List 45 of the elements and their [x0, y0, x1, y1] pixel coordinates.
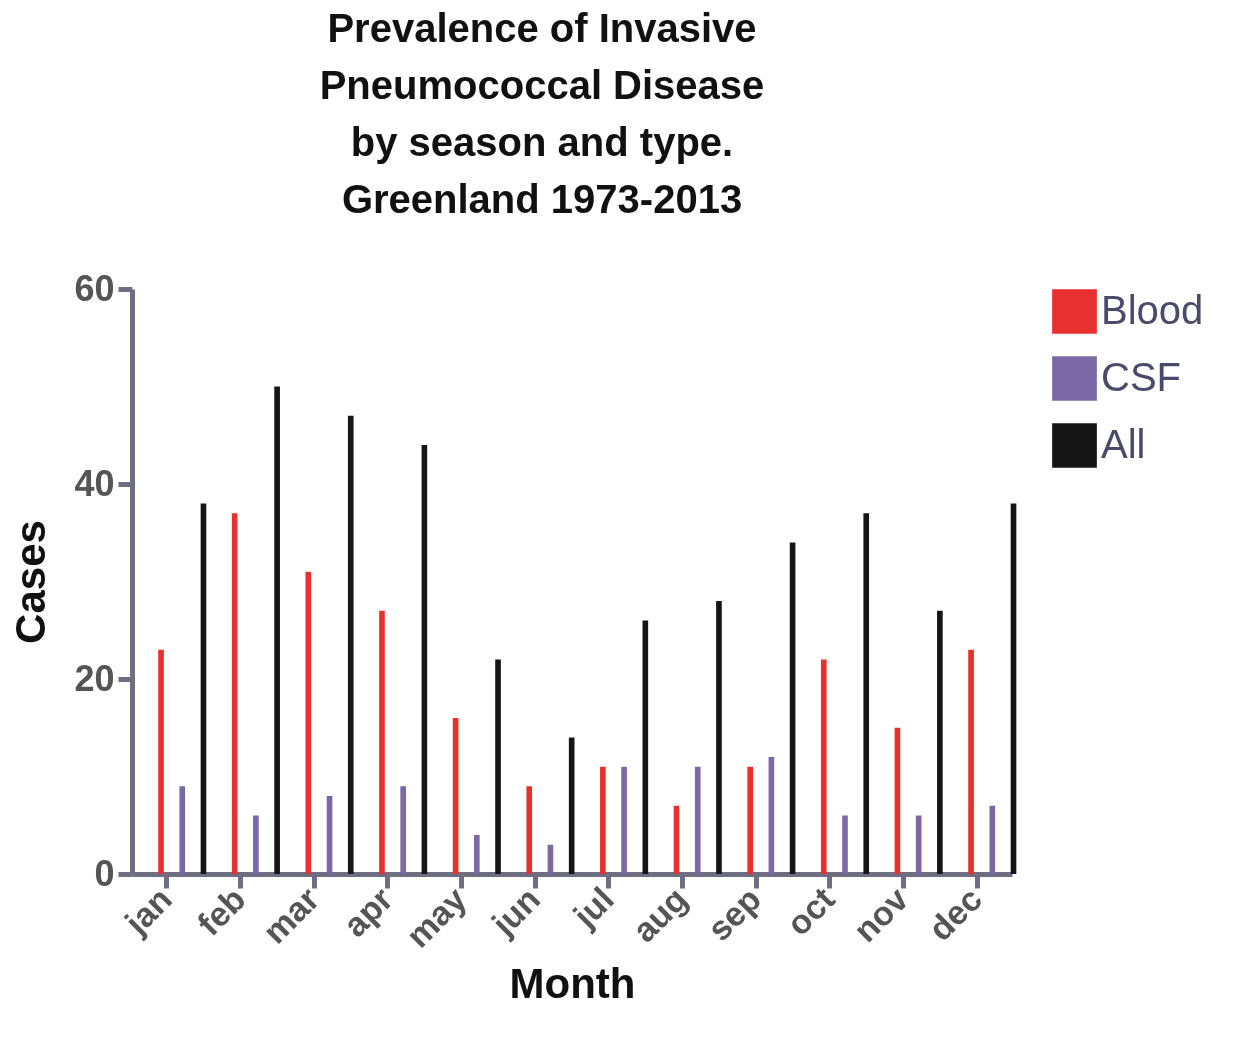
bar — [863, 513, 870, 874]
bar — [253, 815, 259, 874]
bar — [968, 649, 974, 874]
x-tick-label: mar — [255, 879, 327, 951]
y-axis-title: Cases — [7, 520, 55, 644]
bar — [600, 766, 606, 874]
bar — [473, 835, 480, 874]
x-tick-label: nov — [845, 879, 916, 950]
bar — [937, 610, 943, 874]
y-tick-label: 20 — [74, 657, 115, 699]
bar — [158, 649, 164, 874]
bar — [347, 415, 354, 874]
bar — [274, 386, 280, 874]
x-tick-label: jan — [116, 879, 179, 942]
bar — [747, 766, 753, 874]
y-tick-label: 0 — [94, 852, 115, 894]
x-tick-label: dec — [920, 879, 990, 948]
x-tick-label: aug — [624, 879, 695, 950]
bar — [820, 659, 827, 874]
bar — [621, 766, 627, 874]
bar — [694, 766, 701, 874]
bar — [526, 786, 533, 874]
x-tick-label: jul — [565, 879, 621, 936]
bar — [642, 620, 649, 874]
x-tick-label: apr — [335, 879, 400, 944]
x-tick-label: oct — [778, 879, 842, 943]
bar — [989, 805, 996, 874]
bar — [842, 815, 848, 874]
x-axis-title: Month — [509, 959, 636, 1007]
bar — [379, 610, 385, 874]
legend-label: Blood — [1101, 287, 1204, 332]
x-tick-label: feb — [189, 879, 253, 943]
bar — [231, 513, 238, 874]
bar — [179, 786, 186, 874]
chart-title: Prevalence of Invasive Pneumococcal Disease by season and type. Greenland 1973-2013 — [319, 6, 765, 221]
y-tick-label: 60 — [74, 267, 115, 309]
legend-label: All — [1101, 421, 1146, 466]
bar — [716, 601, 722, 874]
legend-label: CSF — [1101, 354, 1181, 399]
bar — [495, 659, 501, 874]
x-tick-label: sep — [699, 879, 769, 948]
bar — [400, 786, 406, 874]
x-tick-label: jun — [483, 879, 548, 944]
bar — [305, 571, 312, 874]
y-tick-label: 40 — [74, 462, 115, 504]
